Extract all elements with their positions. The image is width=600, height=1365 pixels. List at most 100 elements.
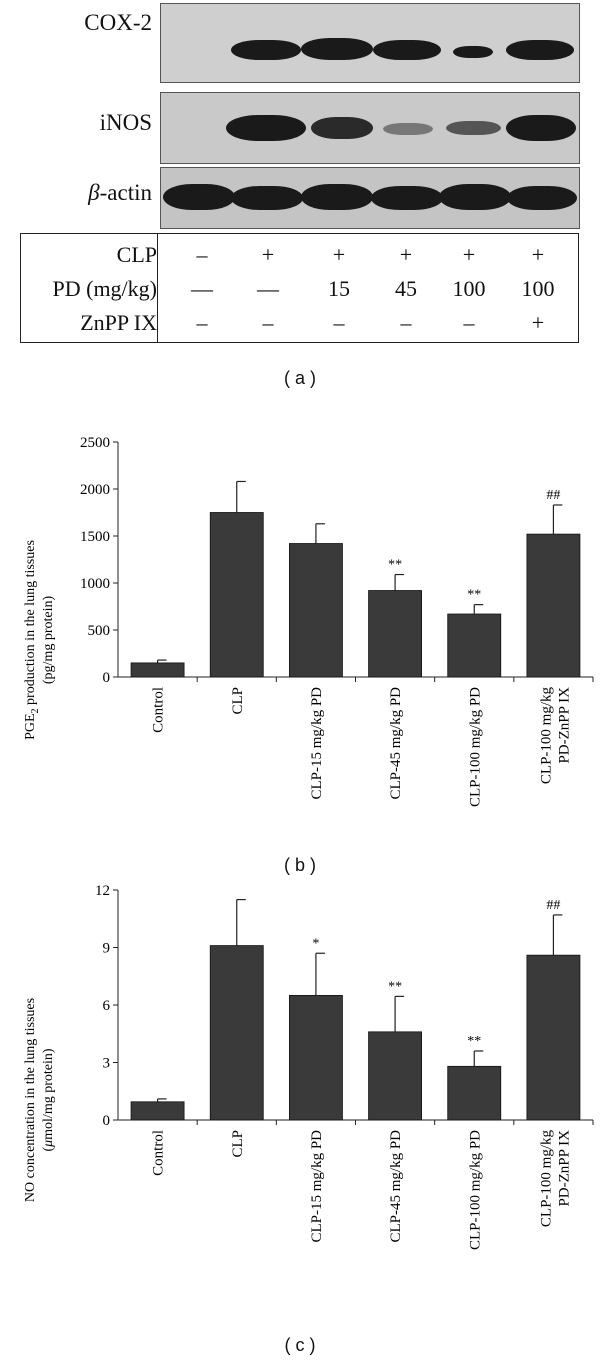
cell: + xyxy=(261,242,275,267)
bar xyxy=(209,945,264,1121)
category-label: CLP-15 mg/kg PD xyxy=(309,687,325,800)
ylabel-pre: PGE xyxy=(23,713,38,739)
cell: 100 xyxy=(521,276,555,301)
y-tick-label: 1000 xyxy=(80,576,110,592)
category-label: CLP xyxy=(230,1130,246,1158)
y-axis-title: NO concentration in the lung tissues xyxy=(23,998,38,1202)
bar xyxy=(130,1101,185,1121)
band xyxy=(371,186,443,210)
cell: – xyxy=(196,310,208,335)
y-tick-label: 2000 xyxy=(80,482,110,498)
blot-inos xyxy=(160,92,580,164)
y-tick-label: 0 xyxy=(103,670,111,686)
bar xyxy=(447,613,502,678)
cell: + xyxy=(531,310,545,335)
blot-beta-actin xyxy=(160,167,580,229)
blot-cox2 xyxy=(160,3,580,83)
cell: – xyxy=(196,242,208,267)
category-label: CLP-15 mg/kg PD xyxy=(309,1130,325,1243)
bar xyxy=(288,995,343,1121)
band xyxy=(446,121,501,135)
cell: + xyxy=(531,242,545,267)
category-label: CLP-45 mg/kg PD xyxy=(388,687,404,800)
ylabel-paren: ( xyxy=(41,1147,56,1152)
ylabel-mu: μ xyxy=(41,1140,56,1148)
cell: — xyxy=(257,276,279,301)
chart-no: NO concentration in the lung tissues (μm… xyxy=(23,883,594,1250)
y-tick-label: 1500 xyxy=(80,529,110,545)
bar xyxy=(209,512,264,678)
category-label: CLP-100 mg/kg xyxy=(538,687,554,785)
bar xyxy=(288,543,343,678)
beta-symbol: β xyxy=(88,180,100,205)
significance-label: ** xyxy=(388,979,402,994)
blot-label-cox2: COX-2 xyxy=(84,10,152,35)
cell: – xyxy=(333,310,345,335)
y-tick-label: 12 xyxy=(95,883,110,899)
y-tick-label: 0 xyxy=(103,1113,111,1129)
category-label: CLP-45 mg/kg PD xyxy=(388,1130,404,1243)
category-label: PD-ZnPP IX xyxy=(556,1130,572,1207)
significance-label: * xyxy=(312,936,319,951)
band xyxy=(506,40,574,60)
category-label: CLP-100 mg/kg PD xyxy=(467,1130,483,1250)
caption-c: ( c ) xyxy=(284,1335,316,1355)
band xyxy=(163,184,235,210)
cell: 100 xyxy=(452,276,486,301)
blot-label-inos: iNOS xyxy=(99,110,152,135)
band xyxy=(226,115,306,141)
cell: + xyxy=(462,242,476,267)
y-tick-label: 6 xyxy=(103,998,111,1014)
cell: – xyxy=(463,310,475,335)
row-label-znpp: ZnPP IX xyxy=(80,310,157,335)
category-label: CLP-100 mg/kg xyxy=(538,1130,554,1228)
ylabel-rest: mol/mg protein) xyxy=(41,1048,56,1140)
cell: 45 xyxy=(395,276,417,301)
category-label: Control xyxy=(151,1130,167,1176)
bar xyxy=(130,662,185,678)
significance-label: ** xyxy=(467,1034,481,1049)
y-tick-label: 9 xyxy=(103,941,111,957)
significance-label: ## xyxy=(546,898,560,913)
significance-label: ** xyxy=(388,558,402,573)
band xyxy=(439,184,511,210)
cell: — xyxy=(191,276,213,301)
cell: – xyxy=(400,310,412,335)
ylabel-post: production in the lung tissues xyxy=(23,540,38,708)
bar xyxy=(447,1065,502,1121)
significance-label: ## xyxy=(546,488,560,503)
category-label: Control xyxy=(151,687,167,733)
ylabel-sub: 2 xyxy=(30,708,41,713)
band xyxy=(383,123,433,135)
band xyxy=(301,38,373,60)
cell: + xyxy=(399,242,413,267)
caption-b: ( b ) xyxy=(283,855,316,875)
category-label: PD-ZnPP IX xyxy=(556,687,572,764)
y-tick-label: 3 xyxy=(103,1056,111,1072)
y-axis-title: PGE2 production in the lung tissues xyxy=(23,540,41,740)
y-tick-label: 2500 xyxy=(80,435,110,451)
y-axis-title-line2: (μmol/mg protein) xyxy=(41,1048,56,1151)
table-divider xyxy=(157,234,158,342)
band xyxy=(301,184,373,210)
cell: + xyxy=(332,242,346,267)
band xyxy=(453,46,493,58)
blot-label-beta-actin: β-actin xyxy=(2,180,152,206)
treatment-table: CLP PD (mg/kg) ZnPP IX – + + + + + — — 1… xyxy=(20,233,579,343)
bar xyxy=(526,533,581,678)
bar xyxy=(368,590,423,678)
blot-label-actin-text: -actin xyxy=(99,180,152,205)
cell: 15 xyxy=(328,276,350,301)
category-label: CLP-100 mg/kg PD xyxy=(467,687,483,807)
band xyxy=(231,40,301,60)
row-label-clp: CLP xyxy=(116,242,157,267)
y-tick-label: 500 xyxy=(88,623,111,639)
row-label-pd: PD (mg/kg) xyxy=(52,276,158,301)
significance-label: ** xyxy=(467,588,481,603)
band xyxy=(507,186,577,210)
band xyxy=(506,115,576,141)
y-axis-title-line2: (pg/mg protein) xyxy=(41,596,56,685)
chart-pge2: PGE2 production in the lung tissues (pg/… xyxy=(23,435,594,807)
band xyxy=(373,40,441,60)
cell: – xyxy=(262,310,274,335)
